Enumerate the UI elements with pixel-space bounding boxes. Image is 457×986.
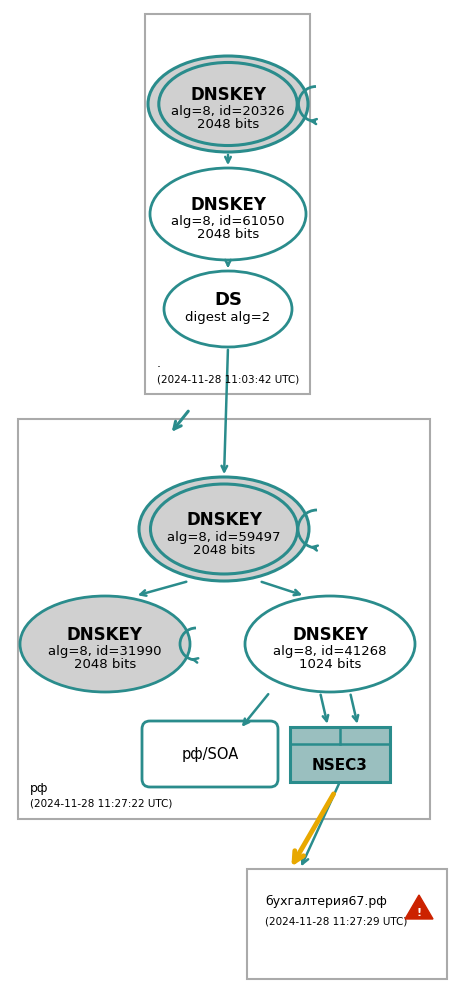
Text: digest alg=2: digest alg=2 xyxy=(186,311,271,323)
Text: DS: DS xyxy=(214,291,242,309)
Text: alg=8, id=59497: alg=8, id=59497 xyxy=(167,529,281,543)
FancyBboxPatch shape xyxy=(142,722,278,787)
Ellipse shape xyxy=(150,484,298,575)
Polygon shape xyxy=(405,895,433,919)
Text: NSEC3: NSEC3 xyxy=(312,757,368,772)
Text: (2024-11-28 11:03:42 UTC): (2024-11-28 11:03:42 UTC) xyxy=(157,374,299,384)
Text: рф/SOA: рф/SOA xyxy=(181,746,239,762)
Text: alg=8, id=41268: alg=8, id=41268 xyxy=(273,645,387,658)
Ellipse shape xyxy=(139,477,309,582)
Ellipse shape xyxy=(150,169,306,260)
FancyBboxPatch shape xyxy=(290,727,390,782)
Ellipse shape xyxy=(159,63,297,146)
Text: DNSKEY: DNSKEY xyxy=(190,86,266,104)
Text: .: . xyxy=(157,357,161,370)
FancyBboxPatch shape xyxy=(247,869,447,979)
Ellipse shape xyxy=(164,272,292,348)
Text: 2048 bits: 2048 bits xyxy=(193,543,255,556)
Text: DNSKEY: DNSKEY xyxy=(67,625,143,643)
Text: бухгалтерия67.рф: бухгалтерия67.рф xyxy=(265,894,387,907)
Text: DNSKEY: DNSKEY xyxy=(292,625,368,643)
Text: 1024 bits: 1024 bits xyxy=(299,658,361,670)
Text: alg=8, id=20326: alg=8, id=20326 xyxy=(171,106,285,118)
Text: alg=8, id=31990: alg=8, id=31990 xyxy=(48,645,162,658)
Text: !: ! xyxy=(416,907,421,917)
Text: 2048 bits: 2048 bits xyxy=(74,658,136,670)
Ellipse shape xyxy=(148,57,308,153)
Text: DNSKEY: DNSKEY xyxy=(190,196,266,214)
Text: DNSKEY: DNSKEY xyxy=(186,511,262,528)
Text: (2024-11-28 11:27:22 UTC): (2024-11-28 11:27:22 UTC) xyxy=(30,799,172,809)
Text: рф: рф xyxy=(30,781,48,794)
Text: alg=8, id=61050: alg=8, id=61050 xyxy=(171,215,285,229)
Ellipse shape xyxy=(20,597,190,692)
FancyBboxPatch shape xyxy=(145,15,310,394)
Text: (2024-11-28 11:27:29 UTC): (2024-11-28 11:27:29 UTC) xyxy=(265,916,407,926)
Text: 2048 bits: 2048 bits xyxy=(197,229,259,242)
FancyBboxPatch shape xyxy=(18,420,430,819)
Text: 2048 bits: 2048 bits xyxy=(197,118,259,131)
Ellipse shape xyxy=(245,597,415,692)
